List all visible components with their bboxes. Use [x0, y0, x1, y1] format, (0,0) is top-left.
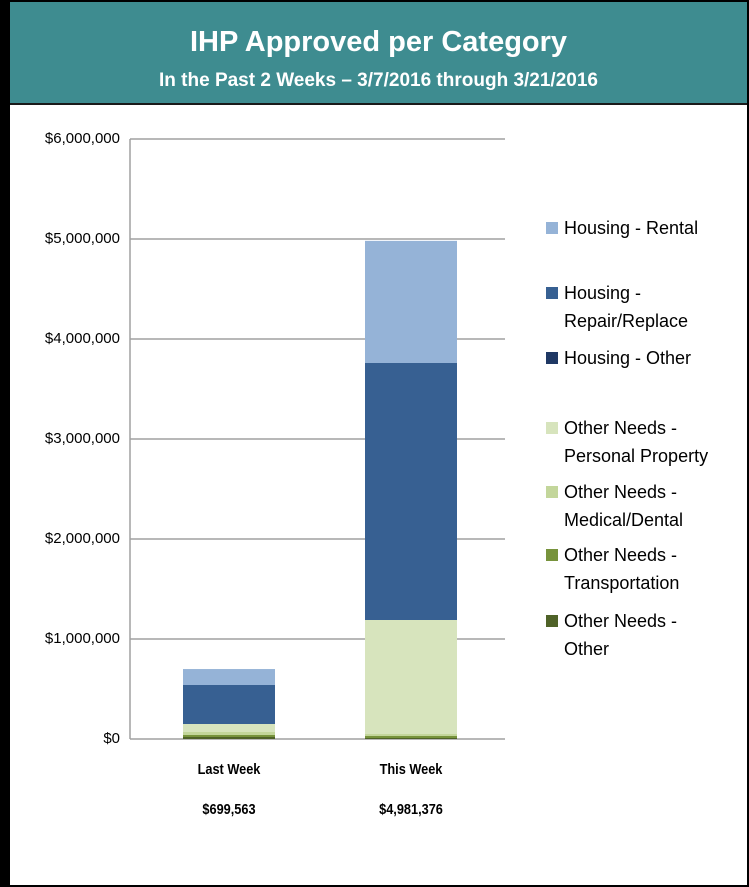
- legend-label: Other Needs - Medical/Dental: [564, 482, 684, 530]
- y-tick-label: $1,000,000: [45, 630, 120, 647]
- bar-segment: [183, 732, 275, 735]
- legend-swatch: [546, 287, 558, 299]
- legend-item: Other Needs - Medical/Dental: [546, 478, 724, 534]
- bar-segment: [183, 669, 275, 685]
- legend-item: Housing - Repair/Replace: [546, 279, 724, 335]
- bar-segment: [365, 620, 457, 734]
- legend-swatch: [546, 549, 558, 561]
- bar-segment: [365, 736, 457, 738]
- legend-swatch: [546, 486, 558, 498]
- bar-segment: [183, 724, 275, 732]
- bar-segment: [365, 363, 457, 620]
- legend-item: Housing - Other: [546, 344, 724, 372]
- y-tick-label: $6,000,000: [45, 130, 120, 147]
- y-tick-label: $5,000,000: [45, 230, 120, 247]
- bar-segment: [365, 738, 457, 739]
- y-tick-label: $0: [103, 730, 120, 747]
- y-tick-label: $3,000,000: [45, 430, 120, 447]
- x-tick-label: This Week: [380, 760, 443, 777]
- chart-subtitle: In the Past 2 Weeks – 3/7/2016 through 3…: [159, 70, 598, 91]
- header: IHP Approved per Category In the Past 2 …: [10, 2, 747, 105]
- legend-swatch: [546, 352, 558, 364]
- legend-label: Other Needs - Other: [564, 611, 678, 659]
- bar-segment: [183, 685, 275, 724]
- legend-label: Other Needs - Transportation: [564, 545, 680, 593]
- legend-label: Other Needs - Personal Property: [564, 418, 709, 466]
- bar-segment: [365, 240, 457, 363]
- total-label: $699,563: [202, 800, 255, 817]
- y-tick-label: $2,000,000: [45, 530, 120, 547]
- legend-item: Housing - Rental: [546, 214, 724, 242]
- chart-title: IHP Approved per Category: [189, 26, 568, 58]
- legend-item: Other Needs - Other: [546, 607, 724, 663]
- legend-swatch: [546, 222, 558, 234]
- legend-label: Housing - Other: [564, 348, 692, 368]
- legend-item: Other Needs - Personal Property: [546, 414, 724, 470]
- legend-swatch: [546, 615, 558, 627]
- x-tick-label: Last Week: [198, 760, 261, 777]
- bar-segment: [365, 734, 457, 736]
- bar-segment: [183, 735, 275, 737]
- legend-item: Other Needs - Transportation: [546, 541, 724, 597]
- total-label: $4,981,376: [379, 800, 443, 817]
- legend-label: Housing - Repair/Replace: [564, 283, 689, 331]
- legend-label: Housing - Rental: [564, 218, 699, 238]
- legend-swatch: [546, 422, 558, 434]
- y-tick-label: $4,000,000: [45, 330, 120, 347]
- bar-segment: [183, 737, 275, 739]
